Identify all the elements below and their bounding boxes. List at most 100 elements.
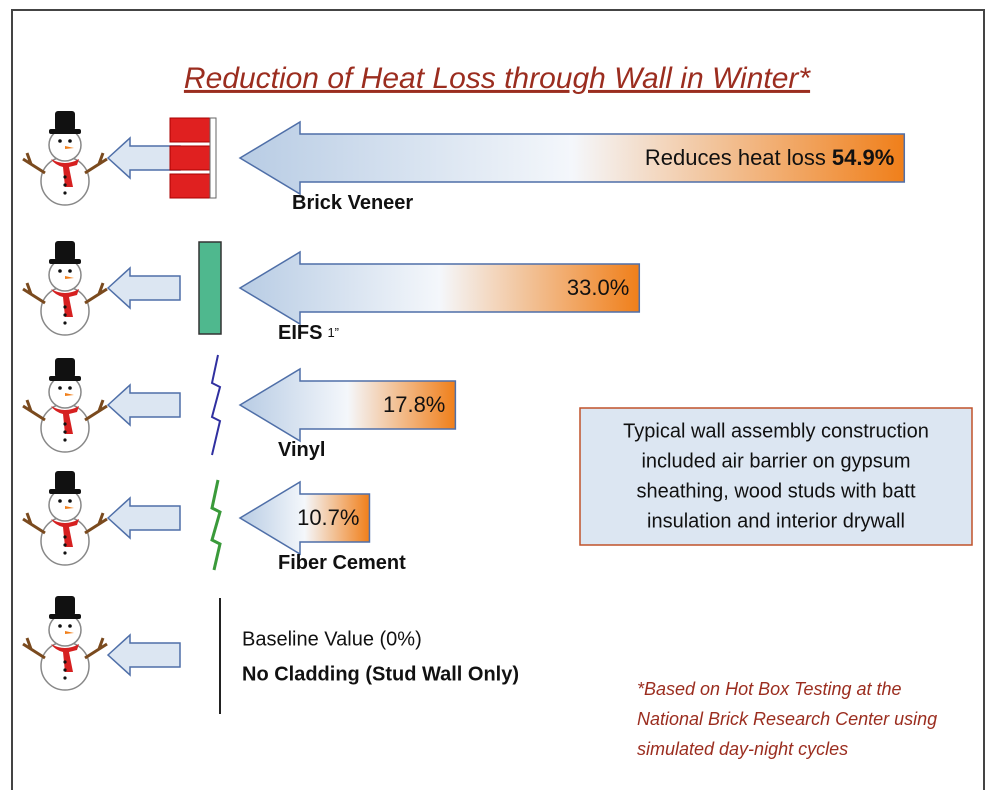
category-label: EIFS 1” xyxy=(278,322,339,344)
snowman-eye xyxy=(68,139,72,143)
snowman-eye xyxy=(68,624,72,628)
heat-arrow-small xyxy=(106,266,181,310)
brick-gap xyxy=(209,117,217,199)
snowman-button xyxy=(63,183,67,187)
note-line: included air barrier on gypsum xyxy=(641,450,910,472)
snowman-button xyxy=(63,175,67,179)
snowman-button xyxy=(63,438,67,442)
eifs-board xyxy=(198,241,222,335)
note-line: insulation and interior drywall xyxy=(647,510,905,532)
snowman-eye xyxy=(58,386,62,390)
brick xyxy=(169,117,211,143)
snowman-button xyxy=(63,321,67,325)
snowman-button xyxy=(63,660,67,664)
baseline-label: Baseline Value (0%) xyxy=(242,628,422,650)
snowman-eye xyxy=(58,269,62,273)
category-label: Fiber Cement xyxy=(278,552,406,574)
snowman-hat xyxy=(55,241,75,261)
snowman-button xyxy=(63,422,67,426)
value-label: 17.8% xyxy=(383,392,445,417)
footnote-line: National Brick Research Center using xyxy=(637,709,937,729)
snowman-arms xyxy=(22,282,108,305)
snowman-hat-brim xyxy=(49,259,81,264)
snowman-scarf xyxy=(51,644,79,672)
heat-loss-arrow xyxy=(238,367,457,443)
snowman-button xyxy=(63,543,67,547)
footnote-line: simulated day-night cycles xyxy=(637,739,848,759)
baseline-name: No Cladding (Stud Wall Only) xyxy=(242,663,519,685)
snowman-hat-brim xyxy=(49,376,81,381)
heat-arrow-small xyxy=(106,496,181,540)
snowman-button xyxy=(63,668,67,672)
snowman-arms xyxy=(22,152,108,175)
snowman-nose xyxy=(65,276,74,279)
snowman-hat xyxy=(55,111,75,131)
value-label: 33.0% xyxy=(567,275,629,300)
snowman xyxy=(22,111,108,206)
snowman-button xyxy=(63,676,67,680)
note-box xyxy=(579,407,973,546)
snowman-eye xyxy=(58,624,62,628)
category-name: Fiber Cement xyxy=(278,552,406,574)
heat-loss-arrow xyxy=(238,120,906,196)
snowman-button xyxy=(63,535,67,539)
heat-loss-arrow xyxy=(238,480,371,556)
category-label: Brick Veneer xyxy=(292,192,413,214)
snowman-arms xyxy=(22,637,108,660)
snowman-nose xyxy=(65,506,74,509)
snowman-scarf xyxy=(51,406,79,434)
snowman xyxy=(22,241,108,336)
value-label-number: 17.8% xyxy=(383,392,445,417)
category-label: Vinyl xyxy=(278,439,325,461)
snowman-eye xyxy=(58,499,62,503)
snowman-nose xyxy=(65,631,74,634)
heat-loss-arrow xyxy=(238,250,641,326)
heat-arrow-small xyxy=(106,633,181,677)
snowman-button xyxy=(63,313,67,317)
snowman-nose xyxy=(65,393,74,396)
snowman xyxy=(22,471,108,566)
snowman-hat xyxy=(55,596,75,616)
note-line: Typical wall assembly construction xyxy=(623,420,929,442)
category-note: 1” xyxy=(327,325,339,340)
snowman-scarf xyxy=(51,289,79,317)
fiber-cement-siding xyxy=(210,479,222,571)
value-label-number: 54.9% xyxy=(832,145,894,170)
snowman-hat-brim xyxy=(49,614,81,619)
snowman-button xyxy=(63,430,67,434)
snowman-button xyxy=(63,551,67,555)
snowman-hat-brim xyxy=(49,489,81,494)
category-name: Vinyl xyxy=(278,439,325,461)
value-label-number: 33.0% xyxy=(567,275,629,300)
snowman-eye xyxy=(68,269,72,273)
snowman-hat xyxy=(55,358,75,378)
value-label: 10.7% xyxy=(297,505,359,530)
brick xyxy=(169,145,211,171)
snowman xyxy=(22,358,108,453)
snowman-scarf xyxy=(51,159,79,187)
category-name: Brick Veneer xyxy=(292,192,413,214)
snowman-eye xyxy=(68,386,72,390)
value-label-prefix: Reduces heat loss xyxy=(645,145,826,170)
value-label-number: 10.7% xyxy=(297,505,359,530)
chart-title: Reduction of Heat Loss through Wall in W… xyxy=(184,62,811,95)
note-line: sheathing, wood studs with batt xyxy=(636,480,916,502)
snowman-arms xyxy=(22,399,108,422)
vinyl-siding xyxy=(210,354,222,456)
snowman-eye xyxy=(68,499,72,503)
snowman-eye xyxy=(58,139,62,143)
snowman-nose xyxy=(65,146,74,149)
category-name: EIFS xyxy=(278,322,322,344)
snowman-scarf xyxy=(51,519,79,547)
snowman-arms xyxy=(22,512,108,535)
snowman xyxy=(22,596,108,691)
brick xyxy=(169,173,211,199)
snowman-button xyxy=(63,305,67,309)
value-label: Reduces heat loss 54.9% xyxy=(645,145,894,170)
snowman-hat-brim xyxy=(49,129,81,134)
footnote-line: *Based on Hot Box Testing at the xyxy=(637,679,902,699)
snowman-hat xyxy=(55,471,75,491)
heat-arrow-small xyxy=(106,383,181,427)
snowman-button xyxy=(63,191,67,195)
